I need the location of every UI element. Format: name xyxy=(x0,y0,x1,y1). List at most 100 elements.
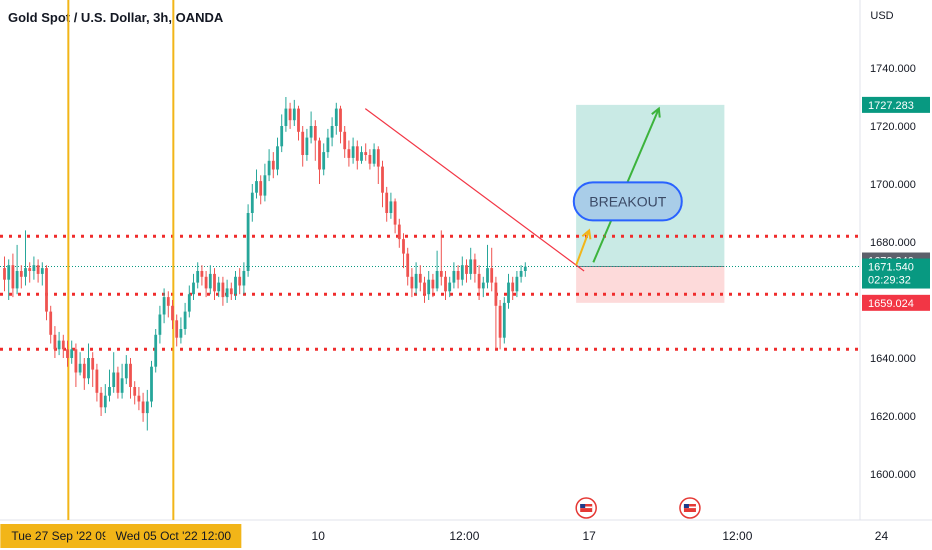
candle-body xyxy=(288,108,292,121)
candle-body xyxy=(171,305,174,321)
candle-body xyxy=(292,108,296,121)
candle-body xyxy=(53,334,57,350)
y-tick-label: 1680.000 xyxy=(870,237,916,249)
candle-body xyxy=(7,265,11,280)
sl-price-value: 1659.024 xyxy=(868,298,914,310)
flag-canton-icon xyxy=(683,504,689,508)
candle-body xyxy=(381,166,384,193)
candle-body xyxy=(204,276,208,289)
candle-body xyxy=(162,297,166,315)
candle-body xyxy=(347,149,351,158)
candle-body xyxy=(99,392,103,408)
candle-body xyxy=(439,271,443,277)
candle-body xyxy=(460,265,464,280)
candle-body xyxy=(511,282,515,292)
candle-body xyxy=(448,282,452,292)
candle-body xyxy=(301,131,305,155)
candle-body xyxy=(376,149,380,167)
candle-body xyxy=(192,282,195,295)
candle-body xyxy=(343,131,347,150)
candle-body xyxy=(305,137,309,155)
candle-body xyxy=(410,276,414,289)
candle-body xyxy=(133,387,137,396)
candle-body xyxy=(339,108,342,132)
chart-title: Gold Spot / U.S. Dollar, 3h, OANDA xyxy=(8,10,224,25)
candle-body xyxy=(234,276,237,295)
candle-body xyxy=(187,294,191,312)
candle-body xyxy=(494,282,498,306)
x-tick-label: 10 xyxy=(312,529,326,543)
candle-body xyxy=(385,192,389,213)
candle-body xyxy=(208,273,212,289)
candle-body xyxy=(481,282,485,289)
x-tick-label: 24 xyxy=(875,529,889,543)
candle-body xyxy=(393,201,397,225)
candle-body xyxy=(477,273,481,289)
y-tick-label: 1740.000 xyxy=(870,63,916,75)
arrow-head xyxy=(651,106,661,118)
candle-body xyxy=(360,152,363,161)
candle-body xyxy=(112,372,116,387)
candle-body xyxy=(66,349,69,358)
candle-body xyxy=(200,271,204,277)
candle-body xyxy=(334,108,338,126)
candle-body xyxy=(318,140,321,170)
candle-body xyxy=(129,363,132,387)
candle-body xyxy=(91,358,95,370)
candle-body xyxy=(217,282,221,292)
candle-body xyxy=(427,279,431,295)
candle-body xyxy=(435,271,439,289)
tp-price-tag xyxy=(862,96,930,113)
candle-body xyxy=(78,363,82,373)
candle-body xyxy=(250,192,254,213)
trendline xyxy=(364,108,585,272)
candle-body xyxy=(313,126,317,141)
sl-price-tag xyxy=(862,294,930,311)
candle-body xyxy=(255,181,258,193)
currency-label: USD xyxy=(870,10,893,22)
candle-body xyxy=(284,108,288,126)
candle-body xyxy=(456,271,460,280)
candle-body xyxy=(469,259,473,274)
candle-body xyxy=(452,271,456,283)
candle-body xyxy=(225,288,229,298)
candle-body xyxy=(229,288,233,295)
candle-body xyxy=(280,126,284,147)
arrow-shaft xyxy=(575,230,591,266)
y-tick-label: 1720.000 xyxy=(870,121,916,133)
breakout-callout-text: BREAKOUT xyxy=(589,193,666,209)
candle-body xyxy=(40,268,44,274)
candle-body xyxy=(406,253,410,277)
candle-body xyxy=(423,282,426,295)
flag-stripe-icon xyxy=(580,506,593,509)
candle-body xyxy=(196,271,200,283)
time-marker-label: Tue 27 Sep '22 09:00 xyxy=(11,529,125,543)
candle-body xyxy=(175,320,179,338)
candle-body xyxy=(486,268,489,283)
candle-body xyxy=(36,265,40,274)
x-tick-label: 17 xyxy=(582,529,596,543)
candle-body xyxy=(116,372,120,393)
y-tick-label: 1700.000 xyxy=(870,179,916,191)
candle-body xyxy=(45,268,48,312)
candle-body xyxy=(276,146,279,170)
candle-body xyxy=(221,282,225,298)
candle-body xyxy=(179,329,183,338)
candle-body xyxy=(28,268,32,271)
candle-body xyxy=(238,276,242,286)
last-price-value: 1671.540 xyxy=(868,262,914,274)
candle-body xyxy=(183,311,187,329)
candle-body xyxy=(330,126,334,138)
candle-body xyxy=(137,395,141,402)
candle-body xyxy=(246,213,250,271)
candle-body xyxy=(355,146,359,161)
candle-body xyxy=(120,378,124,393)
y-tick-label: 1600.000 xyxy=(870,469,916,481)
candle-body xyxy=(166,297,170,306)
candle-body xyxy=(267,160,271,176)
candle-body xyxy=(351,146,355,158)
x-tick-label: 12:00 xyxy=(449,529,479,543)
candle-body xyxy=(11,265,15,289)
flag-canton-icon xyxy=(580,504,586,508)
